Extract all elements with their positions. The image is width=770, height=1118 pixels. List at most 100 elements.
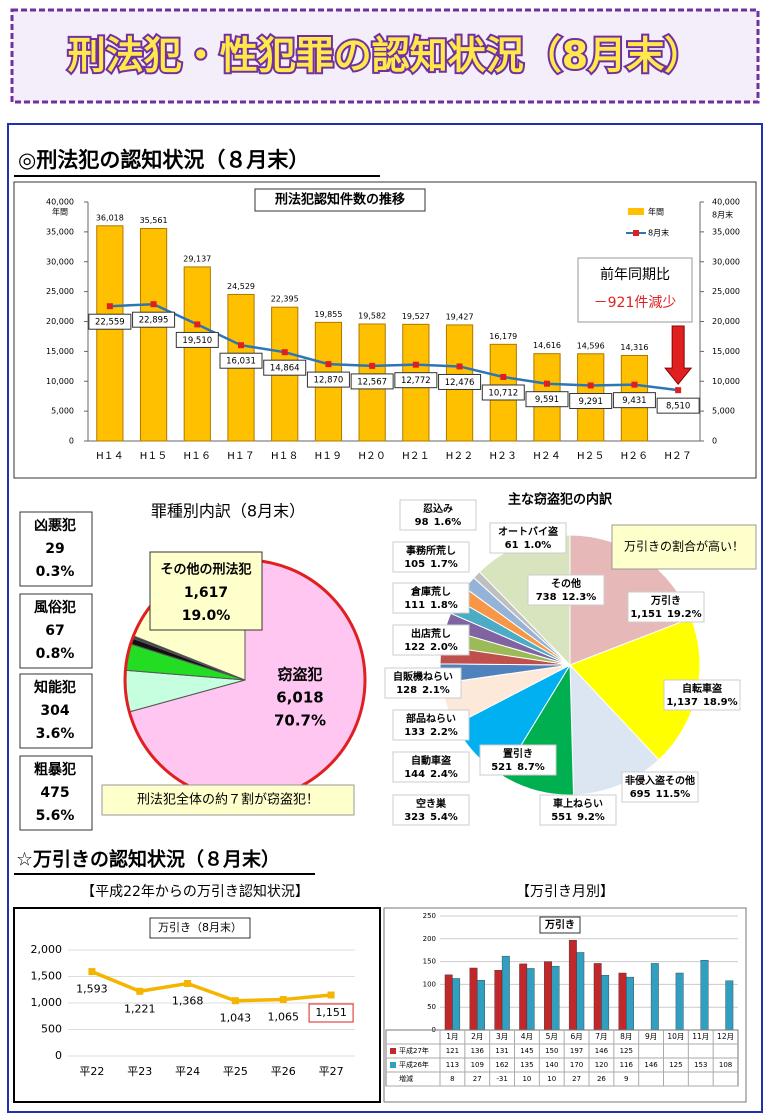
table-cell: 120 bbox=[595, 1061, 608, 1069]
value-label: 22,895 bbox=[139, 316, 169, 326]
value-label: 14,864 bbox=[270, 364, 300, 374]
value-label: 16,031 bbox=[226, 357, 256, 367]
data-label: 67 bbox=[45, 623, 64, 639]
label-box bbox=[392, 582, 470, 614]
data-label: 738 12.3% bbox=[536, 592, 597, 603]
x-tick-label: H１６ bbox=[184, 451, 212, 462]
data-label: 323 bbox=[404, 812, 425, 823]
data-label: 5.6% bbox=[36, 808, 75, 824]
bar bbox=[501, 955, 510, 1031]
marker bbox=[150, 301, 157, 308]
label-box bbox=[479, 744, 557, 776]
y-tick-label: 2,000 bbox=[31, 943, 63, 956]
caption: 【平成22年からの万引き認知状況】 bbox=[81, 883, 309, 900]
table-cell: 162 bbox=[495, 1061, 508, 1069]
data-label: 出店荒し bbox=[411, 627, 451, 640]
value-label: 35,561 bbox=[140, 216, 168, 225]
data-label: 18.9% bbox=[703, 697, 738, 708]
annotation-box bbox=[577, 257, 693, 323]
label-box bbox=[627, 591, 705, 623]
value-label: 14,616 bbox=[533, 341, 561, 350]
bar bbox=[452, 978, 461, 1031]
data-label: 9.2% bbox=[577, 812, 605, 823]
label-box bbox=[392, 794, 470, 826]
x-tick-label: 3月 bbox=[496, 1032, 508, 1041]
bar bbox=[593, 963, 602, 1031]
marker bbox=[631, 381, 638, 388]
table-cell: 108 bbox=[719, 1061, 732, 1069]
data-label: 128 2.1% bbox=[396, 685, 450, 696]
y-tick-label: 150 bbox=[423, 958, 436, 966]
data-label: 521 8.7% bbox=[491, 762, 545, 773]
data-label: オートバイ盗 bbox=[498, 525, 558, 538]
x-tick-label: H１８ bbox=[271, 451, 299, 462]
data-label: 8.7% bbox=[517, 762, 545, 773]
data-label: 凶悪犯 bbox=[34, 517, 76, 534]
data-label: 551 9.2% bbox=[551, 812, 605, 823]
y-tick-label: 10,000 bbox=[46, 377, 74, 386]
y2-tick-label: 15,000 bbox=[712, 347, 740, 356]
x-tick-label: H２０ bbox=[358, 451, 386, 462]
x-tick-label: 8月 bbox=[620, 1032, 632, 1041]
marker bbox=[136, 987, 144, 995]
bar bbox=[551, 965, 560, 1031]
legend-label: 平成27年 bbox=[399, 1046, 429, 1055]
bar bbox=[444, 974, 453, 1031]
marker bbox=[281, 349, 288, 356]
x-tick-label: 12月 bbox=[717, 1032, 734, 1041]
value-label: 12,772 bbox=[401, 376, 431, 386]
x-tick-label: 平27 bbox=[319, 1065, 344, 1078]
value-label-box bbox=[612, 392, 656, 409]
value-label: 36,018 bbox=[96, 213, 124, 222]
table-cell: 131 bbox=[495, 1047, 508, 1055]
legend-swatch bbox=[390, 1062, 396, 1068]
chart-box bbox=[383, 907, 747, 1103]
marker bbox=[456, 363, 463, 370]
legend-label: 年間 bbox=[648, 207, 664, 217]
data-label: 19.0% bbox=[182, 608, 231, 624]
header-box bbox=[10, 8, 760, 104]
value-label: 19,527 bbox=[402, 312, 430, 321]
x-tick-label: 2月 bbox=[471, 1032, 483, 1041]
y2-tick-label: 5,000 bbox=[712, 407, 735, 416]
label-box bbox=[399, 499, 477, 531]
table-cell: 27 bbox=[473, 1075, 482, 1083]
data-label: 1.8% bbox=[430, 600, 458, 611]
table-cell: 121 bbox=[446, 1047, 459, 1055]
x-tick-label: 平23 bbox=[127, 1065, 152, 1078]
value-label: 1,593 bbox=[76, 983, 108, 996]
marker bbox=[412, 361, 419, 368]
value-label-box bbox=[88, 313, 132, 330]
x-tick-label: H２７ bbox=[664, 451, 692, 462]
x-tick-label: H２６ bbox=[621, 451, 649, 462]
value-label: 22,395 bbox=[271, 295, 299, 304]
marker bbox=[184, 979, 192, 987]
table-cell: 10 bbox=[522, 1075, 531, 1083]
y-tick-label: 500 bbox=[41, 1023, 62, 1036]
data-label: 29 bbox=[45, 541, 64, 557]
table-cell: 9 bbox=[624, 1075, 628, 1083]
data-label: 6,018 bbox=[276, 689, 323, 707]
y-tick-label: 20,000 bbox=[46, 317, 74, 326]
y-tick-label: 0 bbox=[69, 437, 74, 446]
data-label: 133 bbox=[404, 727, 425, 738]
legend-swatch bbox=[628, 208, 644, 215]
data-label: 1,151 bbox=[630, 609, 662, 620]
data-label: 自販機ねらい bbox=[393, 670, 453, 683]
y-tick-label: 250 bbox=[423, 912, 436, 920]
table-cell: 170 bbox=[570, 1061, 583, 1069]
label-box bbox=[489, 522, 567, 554]
bar bbox=[544, 961, 552, 1031]
value-label: 1,065 bbox=[268, 1011, 300, 1024]
y2-tick-label: 40,000 bbox=[712, 198, 740, 207]
data-label: 1,137 bbox=[666, 697, 698, 708]
bar bbox=[494, 970, 503, 1031]
table-cell: 140 bbox=[545, 1061, 558, 1069]
section-heading: ☆万引きの認知状況（８月末） bbox=[16, 848, 280, 871]
y-tick-label: 5,000 bbox=[51, 407, 74, 416]
bar bbox=[568, 939, 577, 1031]
x-tick-label: 9月 bbox=[645, 1032, 657, 1041]
data-label: 自転車盗 bbox=[682, 682, 722, 695]
data-label: 2.1% bbox=[422, 685, 450, 696]
